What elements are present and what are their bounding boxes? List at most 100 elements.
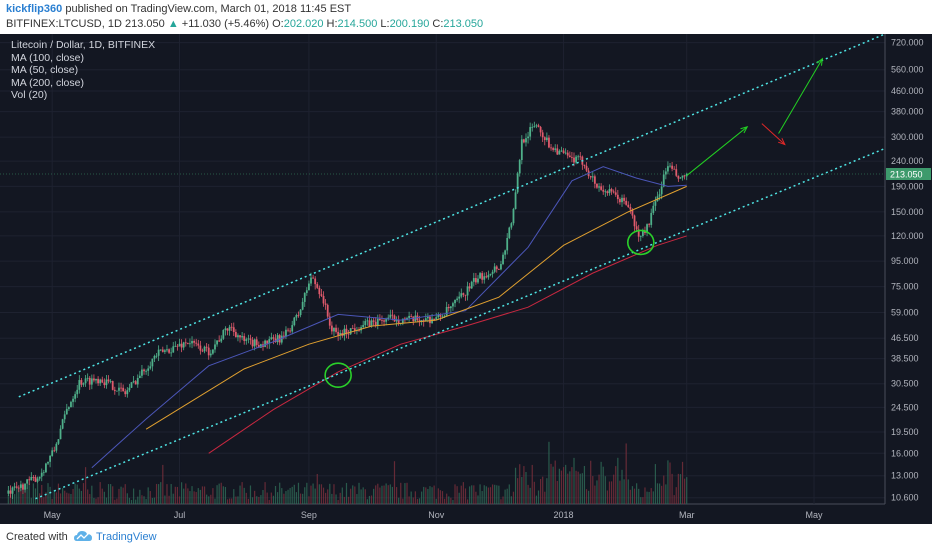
volume-bar	[525, 471, 527, 504]
open-label: O:	[272, 18, 284, 30]
volume-bar	[588, 490, 590, 504]
publish-line: kickflip360 published on TradingView.com…	[6, 3, 351, 15]
candle-body	[101, 379, 104, 383]
volume-bar	[673, 495, 675, 504]
volume-bar	[166, 484, 168, 504]
volume-bar	[602, 466, 604, 504]
volume-bar	[381, 485, 383, 504]
y-tick-label: 720.000	[891, 38, 924, 48]
y-tick-label: 300.000	[891, 132, 924, 142]
volume-bar	[406, 482, 408, 504]
chart-header: kickflip360 published on TradingView.com…	[0, 0, 932, 34]
volume-bar	[70, 494, 72, 504]
candle-body	[32, 476, 35, 478]
y-tick-label: 59.000	[891, 308, 919, 318]
volume-bar	[224, 486, 227, 504]
candle-body	[337, 331, 340, 336]
support-touch-circle	[324, 362, 352, 389]
legend-ma50[interactable]: MA (50, close)	[11, 64, 79, 76]
volume-bar	[310, 485, 312, 504]
current-price: 213.050	[125, 18, 165, 30]
candle-body	[193, 341, 196, 343]
legend-ma200[interactable]: MA (200, close)	[11, 76, 84, 89]
candle-body	[65, 408, 68, 415]
volume-bar	[621, 469, 623, 504]
volume-bar	[331, 493, 333, 504]
volume-bar	[604, 476, 606, 504]
volume-bar	[640, 497, 642, 504]
volume-bar	[74, 483, 76, 504]
candle-body	[391, 314, 394, 316]
candle-body	[47, 461, 49, 464]
y-tick-label: 38.500	[891, 354, 919, 364]
legend-vol[interactable]: Vol (20)	[11, 89, 48, 101]
candle-body	[433, 318, 436, 320]
volume-bar	[197, 488, 199, 504]
volume-bar	[245, 492, 247, 504]
candle-body	[209, 353, 212, 356]
x-tick-label: May	[44, 510, 62, 520]
volume-bar	[460, 485, 462, 504]
volume-bar	[439, 490, 442, 504]
candle-body	[166, 349, 168, 351]
candle-body	[70, 401, 72, 408]
candle-body	[9, 490, 12, 494]
candle-body	[247, 338, 250, 340]
chart-area[interactable]: 720.000 560.000 460.000 380.000 300.000 240.0…	[0, 34, 932, 524]
candle-body	[591, 176, 594, 178]
tradingview-brand[interactable]: TradingView	[96, 531, 157, 543]
y-tick-label: 46.500	[891, 333, 919, 343]
candle-body	[289, 330, 292, 332]
candle-body	[437, 314, 440, 318]
candle-body	[351, 328, 354, 329]
candle-body	[63, 414, 66, 420]
y-tick-label: 460.000	[891, 86, 924, 96]
candle-body	[343, 328, 346, 336]
candle-body	[61, 419, 64, 429]
candle-body	[51, 450, 54, 456]
legend-ma100[interactable]: MA (100, close)	[11, 51, 84, 64]
volume-bar	[567, 473, 569, 504]
volume-bar	[335, 494, 337, 504]
volume-bar	[164, 495, 166, 504]
volume-bar	[615, 466, 617, 504]
volume-bar	[571, 467, 573, 504]
candle-body	[454, 299, 456, 304]
candle-body	[639, 235, 642, 237]
author-name[interactable]: kickflip360	[6, 3, 63, 15]
candle-body	[333, 327, 335, 332]
candle-body	[593, 176, 596, 184]
price-chart[interactable]: 720.000 560.000 460.000 380.000 300.000 240.0…	[0, 34, 932, 524]
y-tick-label: 380.000	[891, 107, 924, 117]
volume-bar	[291, 486, 293, 504]
tradingview-cloud-icon[interactable]	[74, 530, 92, 542]
candle-body	[456, 298, 459, 300]
candle-body	[608, 189, 611, 194]
candle-body	[285, 329, 287, 337]
volume-bar	[237, 496, 239, 504]
volume-bar	[82, 483, 85, 504]
volume-bar	[350, 488, 352, 504]
candle-body	[270, 337, 273, 340]
candle-body	[462, 293, 465, 295]
volume-bar	[320, 484, 323, 504]
candle-body	[163, 350, 166, 352]
volume-bar	[172, 493, 174, 504]
volume-bar	[631, 486, 634, 504]
ma-100-line	[145, 185, 687, 430]
volume-bar	[281, 488, 283, 504]
candle-body	[272, 337, 275, 339]
volume-bar	[168, 495, 170, 504]
volume-bar	[295, 492, 297, 504]
volume-bar	[360, 489, 362, 504]
candle-body	[520, 139, 523, 161]
candle-body	[349, 328, 352, 335]
candle-body	[251, 339, 254, 347]
publish-info: published on TradingView.com, March 01, …	[65, 3, 352, 15]
volume-bar	[120, 486, 122, 504]
candle-body	[38, 476, 41, 479]
candle-body	[612, 191, 615, 193]
volume-bar	[654, 464, 657, 504]
candle-body	[276, 335, 279, 343]
candle-body	[667, 166, 669, 172]
